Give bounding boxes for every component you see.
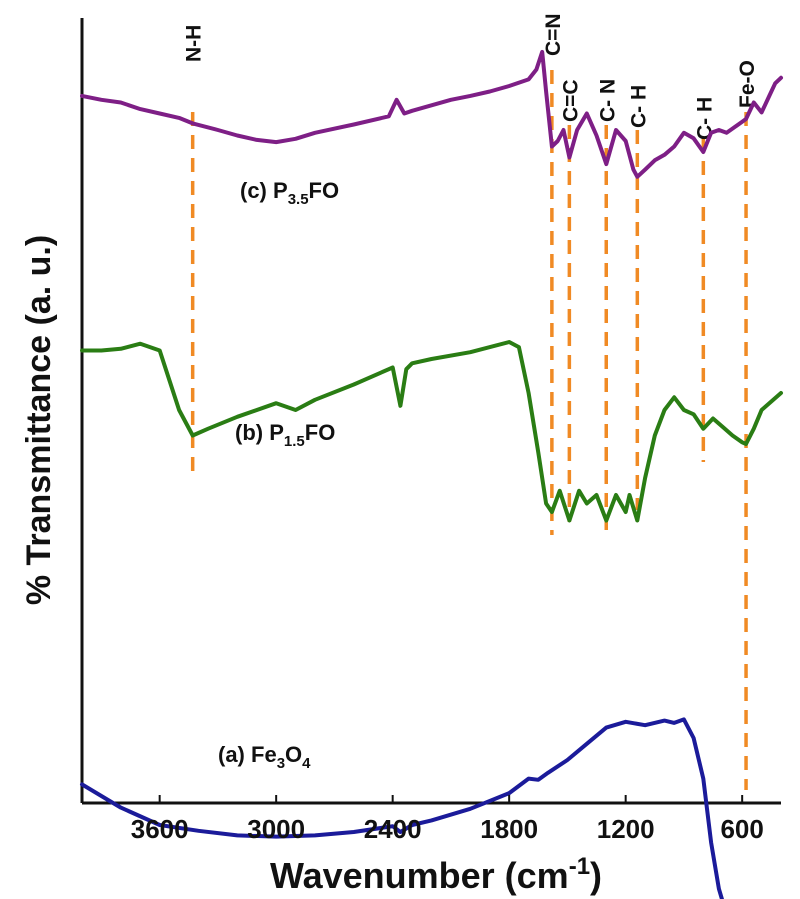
plot-frame xyxy=(80,18,781,805)
x-ticks: 3600 3000 2400 1800 1200 600 xyxy=(131,795,764,844)
x-tick-label: 3000 xyxy=(247,814,305,844)
x-axis-title: Wavenumber (cm-1) xyxy=(270,853,602,896)
x-tick-label: 600 xyxy=(720,814,763,844)
x-tick-label: 1200 xyxy=(597,814,655,844)
peak-marker-label: Fe-O xyxy=(736,60,759,108)
x-tick-label: 1800 xyxy=(480,814,538,844)
x-tick-label: 2400 xyxy=(364,814,422,844)
series-lines xyxy=(80,49,783,899)
peak-marker-label: C- N xyxy=(596,79,619,122)
x-axis-title-main: Wavenumber (cm xyxy=(270,855,569,896)
y-axis-title: % Transmittance (a. u.) xyxy=(20,235,58,605)
series-line-a xyxy=(80,717,724,899)
peak-marker-label: C=C xyxy=(559,79,582,122)
series-label-b: (b) P1.5FO xyxy=(235,420,335,450)
x-tick-label: 3600 xyxy=(131,814,189,844)
peak-marker-label: N-H xyxy=(183,25,206,62)
peak-marker-label: C=N xyxy=(542,13,565,56)
peak-marker-label: C- H xyxy=(627,85,650,128)
series-line-c xyxy=(80,49,783,179)
x-axis-title-close: ) xyxy=(590,855,602,896)
series-line-b xyxy=(80,340,783,523)
series-label-c: (c) P3.5FO xyxy=(240,178,339,208)
peak-markers: N-H C=N C=C C- N C- H C- H Fe-O xyxy=(183,13,759,790)
x-axis-title-sup: -1 xyxy=(569,853,590,880)
peak-marker-label: C- H xyxy=(693,97,716,140)
series-labels: (a) Fe3O4 (b) P1.5FO (c) P3.5FO xyxy=(218,178,339,772)
series-label-a: (a) Fe3O4 xyxy=(218,742,311,772)
